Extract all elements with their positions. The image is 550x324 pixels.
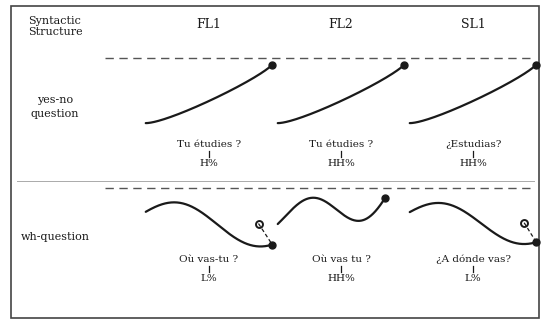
Text: FL1: FL1	[196, 18, 222, 31]
Text: Structure: Structure	[28, 28, 82, 37]
Text: Tu étudies ?: Tu étudies ?	[309, 140, 373, 149]
Text: H%: H%	[200, 159, 218, 168]
Text: Syntactic: Syntactic	[29, 16, 81, 26]
Text: HH%: HH%	[327, 274, 355, 283]
Text: Tu étudies ?: Tu étudies ?	[177, 140, 241, 149]
Text: HH%: HH%	[459, 159, 487, 168]
Text: Où vas tu ?: Où vas tu ?	[311, 255, 371, 264]
Text: yes-no
question: yes-no question	[31, 95, 79, 119]
Text: L%: L%	[465, 274, 481, 283]
Text: L%: L%	[201, 274, 217, 283]
Text: HH%: HH%	[327, 159, 355, 168]
Text: Où vas-tu ?: Où vas-tu ?	[179, 255, 239, 264]
Text: wh-question: wh-question	[20, 232, 90, 241]
Text: SL1: SL1	[461, 18, 485, 31]
Text: ¿Estudias?: ¿Estudias?	[445, 140, 501, 149]
Text: ¿A dónde vas?: ¿A dónde vas?	[436, 254, 510, 264]
Text: FL2: FL2	[329, 18, 353, 31]
